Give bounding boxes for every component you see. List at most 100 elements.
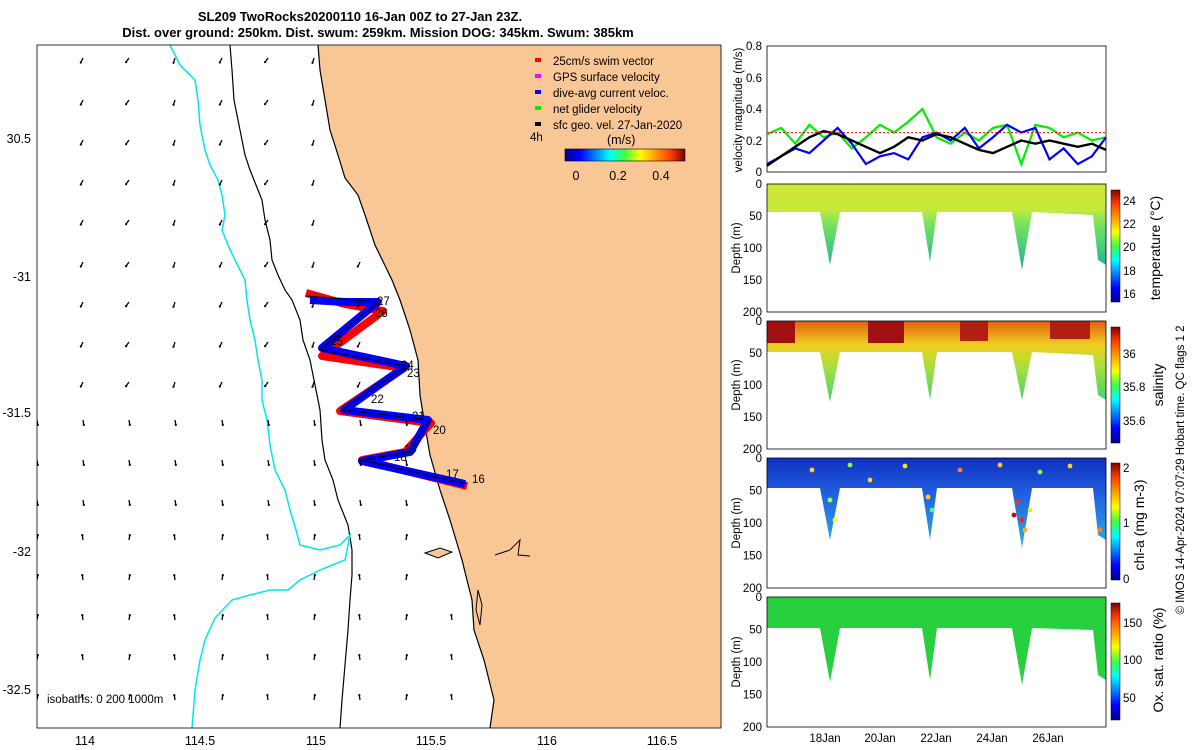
track-day-label: 18 (394, 452, 407, 464)
chla-depth-tick: 150 (743, 551, 762, 563)
velocity-arrow-head (313, 574, 316, 577)
velocity-arrow-head (172, 223, 175, 226)
velocity-arrow-head (34, 266, 36, 268)
chla-hotspot (929, 507, 935, 513)
velocity-arrow-head (172, 385, 175, 388)
chla-depth-tick: 100 (743, 518, 762, 530)
temp-cb-tick-3: 18 (1123, 266, 1136, 278)
velocity-arrow-head (79, 265, 82, 268)
velocity-arrow-head (358, 614, 361, 617)
velocity-arrow-head (313, 614, 316, 617)
velocity-arrow-head (218, 183, 221, 186)
velocity-arrow-head (172, 183, 175, 186)
velocity-arrow-head (266, 654, 269, 657)
map-x-tick-2: 115 (306, 734, 326, 748)
map-y-tick-2: -31.5 (3, 406, 32, 420)
chla-hotspot (1067, 463, 1073, 469)
velocity-arrow-head (311, 61, 314, 64)
velocity-arrow-head (172, 345, 175, 348)
sal-cb-tick-0: 36 (1123, 349, 1136, 361)
velocity-arrow-head (311, 143, 314, 146)
velocity-arrow-head (172, 305, 175, 308)
map-legend: 25cm/s swim vector GPS surface velocity … (530, 56, 686, 183)
velocity-arrow-head (264, 345, 267, 348)
chla-depth-tick: 0 (756, 453, 762, 465)
velocity-arrow-head (267, 503, 270, 506)
velocity-arrow-head (34, 306, 36, 308)
velocity-arrow-head (311, 103, 314, 106)
velocity-arrow-head (405, 503, 408, 506)
chla-frame (766, 457, 1107, 589)
velocity-arrow-head (405, 423, 408, 426)
chla-hotspot (1011, 512, 1017, 518)
track-day-label: 20 (433, 425, 446, 437)
peel-estuary (494, 538, 531, 557)
isobath-0m (317, 45, 495, 728)
vel-y-tick-0: 0 (756, 167, 762, 179)
oxygen-depth-tick: 100 (743, 657, 762, 669)
velocity-arrow-head (358, 694, 361, 697)
legend-gps: GPS surface velocity (553, 72, 660, 84)
velocity-arrow-head (359, 423, 362, 426)
map-colorbar-tick-2: 0.4 (652, 169, 669, 183)
chla-panel: 2 1 0 chl-a (mg m-3) (766, 457, 1147, 589)
velocity-arrow-head (81, 614, 84, 617)
velocity-arrow-head (79, 183, 82, 186)
velocity-arrow-head (173, 694, 176, 697)
velocity-arrow-head (173, 614, 176, 617)
track-day-label: 16 (472, 474, 485, 486)
copyright-note: © IMOS 14-Apr-2024 07:07:29 Hobart time.… (1175, 325, 1187, 614)
velocity-arrow-head (128, 534, 131, 537)
velocity-arrow-head (128, 614, 131, 617)
chla-colorbar (1110, 462, 1121, 581)
ox-cb-tick-2: 50 (1123, 693, 1136, 705)
map-frame (36, 44, 722, 729)
land-area (318, 45, 721, 728)
velocity-arrow-head (79, 305, 82, 308)
vel-y-tick-1: 0.2 (746, 136, 762, 148)
time-tick-4: 26Jan (1032, 733, 1063, 745)
chla-hotspot (925, 494, 931, 500)
velocity-arrow-head (356, 345, 359, 348)
velocity-arrow-head (218, 143, 221, 146)
temp-cb-tick-1: 22 (1123, 219, 1136, 231)
velocity-arrow-head (34, 104, 36, 106)
legend-swatch-sfc (535, 122, 541, 126)
track-day-label: 24 (401, 360, 414, 372)
temperature-depth-tick: 100 (743, 243, 762, 255)
garden-island (475, 589, 483, 626)
sal-cb-tick-1: 35.8 (1123, 382, 1145, 394)
velocity-arrow-head (79, 143, 82, 146)
track-day-label: 27 (377, 296, 390, 308)
velocity-arrow-head (125, 103, 128, 106)
salinity-section (767, 321, 1106, 402)
time-tick-2: 22Jan (920, 733, 951, 745)
velocity-arrow-head (37, 463, 39, 466)
chla-cb-tick-2: 0 (1123, 574, 1129, 586)
velocity-arrow-head (218, 265, 221, 268)
velocity-arrow-head (405, 614, 408, 617)
velocity-arrow-head (125, 305, 128, 308)
temperature-surface-layer (767, 184, 1106, 212)
velocity-arrow-head (267, 463, 270, 466)
velocity-arrow-head (172, 103, 175, 106)
velocity-arrow-head (221, 503, 224, 506)
isobath-1000m (169, 45, 352, 728)
velocity-arrow-head (405, 694, 408, 697)
velocity-panel: 0 0.2 0.4 0.6 0.8 velocity magnitude (m/… (733, 41, 1107, 179)
track-day-label: 19 (404, 444, 417, 456)
velocity-arrow-head (266, 574, 269, 577)
map-colorbar-tick-0: 0 (573, 169, 580, 183)
ox-cb-tick-1: 100 (1123, 655, 1142, 667)
velocity-series (766, 107, 1107, 168)
chla-hotspot (867, 477, 873, 483)
velocity-arrow-head (405, 574, 408, 577)
temperature-depth-tick: 150 (743, 275, 762, 287)
chla-depth-label: Depth (m) (731, 497, 743, 548)
velocity-arrow-head (218, 305, 221, 308)
velocity-arrow-head (174, 463, 177, 466)
temperature-label: temperature (°C) (1147, 196, 1163, 300)
velocity-arrow-head (405, 654, 408, 657)
oxygen-depth-tick: 50 (749, 625, 762, 637)
